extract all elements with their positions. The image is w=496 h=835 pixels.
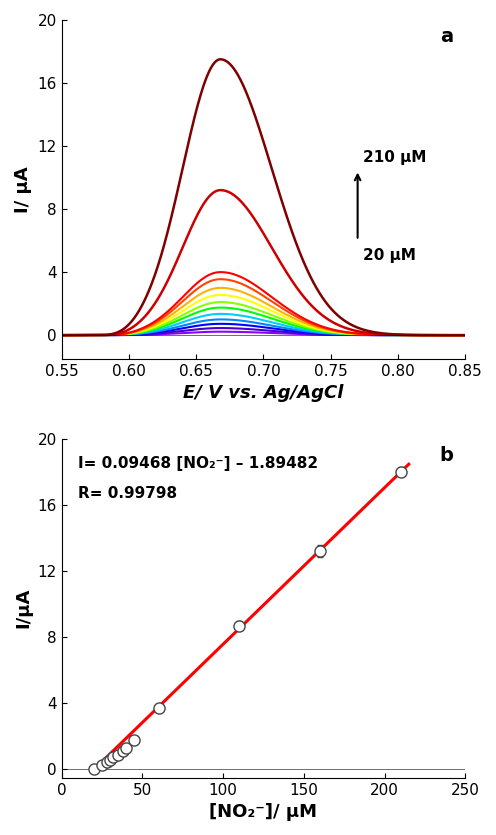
Text: b: b <box>439 446 453 464</box>
X-axis label: [NO₂⁻]/ μM: [NO₂⁻]/ μM <box>209 803 317 821</box>
X-axis label: E/ V vs. Ag/AgCl: E/ V vs. Ag/AgCl <box>183 384 344 402</box>
Text: 20 μM: 20 μM <box>363 249 416 264</box>
Text: I= 0.09468 [NO₂⁻] – 1.89482: I= 0.09468 [NO₂⁻] – 1.89482 <box>78 456 318 471</box>
Text: R= 0.99798: R= 0.99798 <box>78 486 177 501</box>
Y-axis label: I/μA: I/μA <box>14 588 32 629</box>
Y-axis label: I/ μA: I/ μA <box>14 166 32 213</box>
Text: a: a <box>440 27 453 46</box>
Text: 210 μM: 210 μM <box>363 150 427 165</box>
